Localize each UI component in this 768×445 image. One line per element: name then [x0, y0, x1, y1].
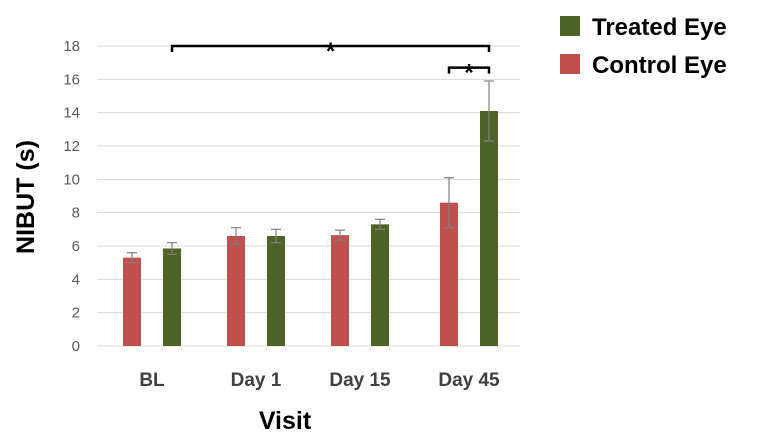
- treated-eye-bar: [163, 248, 181, 346]
- x-category-label: Day 15: [329, 370, 391, 391]
- legend-swatch-control: [560, 54, 580, 74]
- x-category-label: BL: [139, 370, 165, 391]
- treated-eye-bar: [371, 224, 389, 346]
- legend: Treated Eye Control Eye: [560, 14, 727, 79]
- significance-star: *: [326, 38, 336, 65]
- legend-swatch-treated: [560, 16, 580, 36]
- x-axis-categories: BL Day 1 Day 15 Day 45: [139, 370, 500, 391]
- y-tick-label: 10: [63, 171, 80, 188]
- error-bars: [127, 80, 494, 264]
- x-axis-title: Visit: [259, 407, 312, 435]
- y-tick-label: 0: [72, 338, 80, 355]
- y-tick-label: 16: [63, 71, 80, 88]
- control-eye-bar: [440, 202, 458, 346]
- significance-annotations: **: [170, 38, 491, 87]
- significance-bracket: [447, 66, 491, 74]
- y-tick-label: 12: [63, 138, 80, 155]
- y-axis-ticks: 0 2 4 6 8 10 12 14 16 18: [63, 38, 80, 355]
- y-tick-label: 8: [72, 205, 80, 222]
- y-tick-label: 2: [72, 305, 80, 322]
- y-tick-label: 14: [63, 105, 80, 122]
- control-eye-bar: [331, 235, 349, 346]
- bars: [123, 111, 498, 346]
- y-tick-label: 4: [72, 271, 80, 288]
- significance-star: *: [464, 60, 474, 87]
- legend-label-control: Control Eye: [592, 52, 727, 79]
- x-category-label: Day 1: [231, 370, 282, 391]
- x-category-label: Day 45: [438, 370, 500, 391]
- y-axis-title: NIBUT (s): [12, 140, 40, 254]
- treated-eye-bar: [480, 111, 498, 346]
- y-tick-label: 18: [63, 38, 80, 55]
- control-eye-bar: [227, 236, 245, 346]
- significance-bracket: [170, 44, 491, 52]
- control-eye-bar: [123, 257, 141, 346]
- legend-label-treated: Treated Eye: [592, 14, 727, 41]
- treated-eye-bar: [267, 236, 285, 346]
- y-tick-label: 6: [72, 238, 80, 255]
